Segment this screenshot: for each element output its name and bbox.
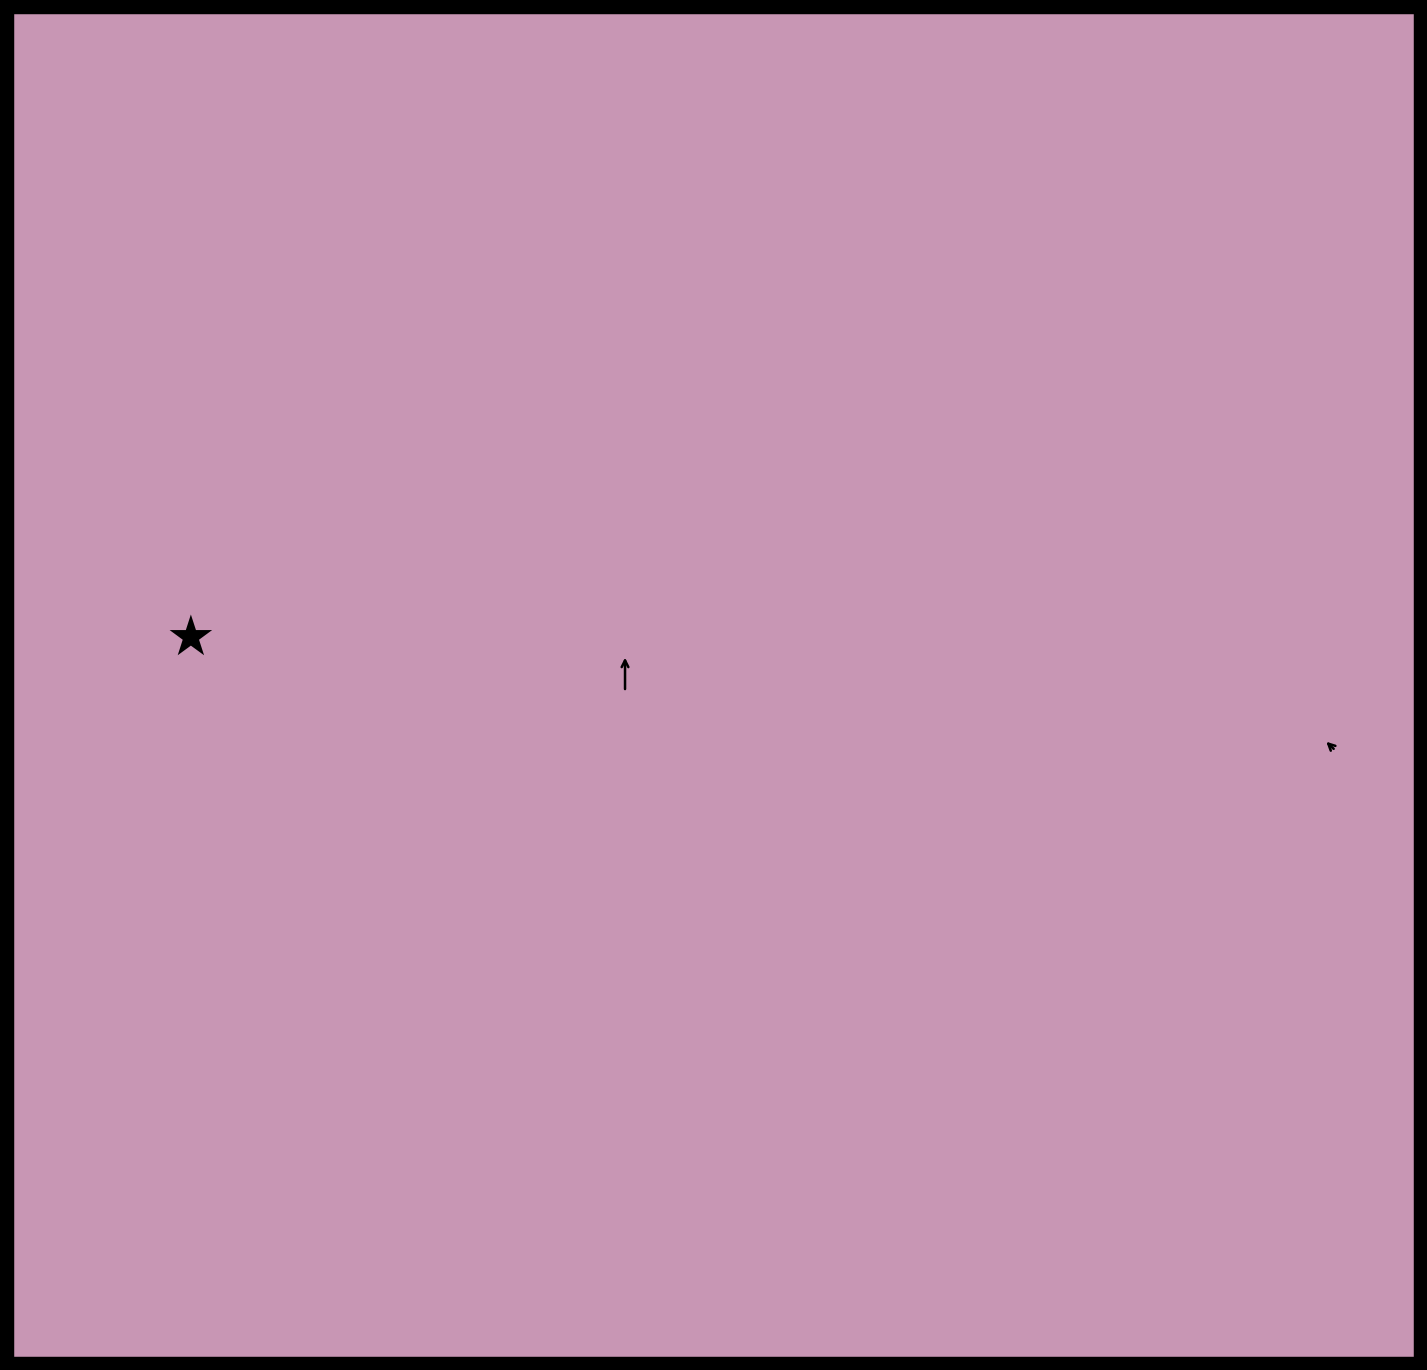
Text: ★: ★ <box>166 612 214 667</box>
